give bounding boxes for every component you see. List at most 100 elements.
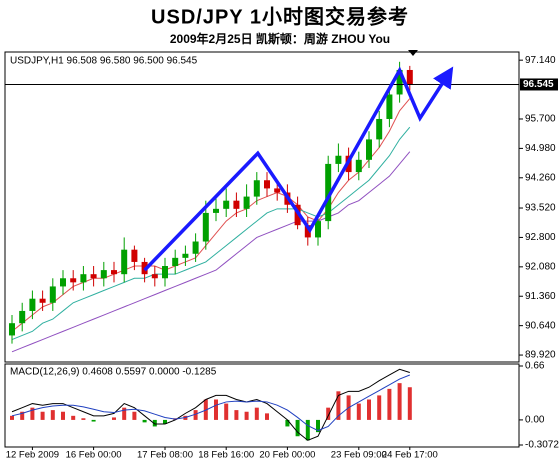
candle-body	[325, 163, 332, 222]
candle-body	[70, 278, 77, 283]
macd-bar	[40, 411, 45, 420]
candle-body	[315, 221, 321, 238]
chart-title: USD/JPY 1小时图交易参考	[151, 4, 409, 28]
y-tick-label: 92.080	[525, 261, 556, 272]
candle-body	[39, 298, 46, 303]
macd-bar	[367, 399, 371, 420]
candle-body	[304, 225, 311, 238]
moving-average	[11, 151, 411, 353]
macd-bar	[326, 407, 331, 420]
macd-bar	[214, 399, 218, 420]
y-tick-label: -0.3072	[525, 440, 559, 451]
macd-bar	[234, 410, 239, 420]
candle-body	[9, 323, 15, 336]
y-tick-label: 89.920	[525, 350, 556, 361]
macd-bar	[387, 388, 392, 420]
x-tick-label: 24 Feb 17:00	[382, 450, 438, 461]
last-price-label: 96.545	[523, 79, 554, 90]
macd-bar	[356, 403, 361, 420]
macd-bar	[224, 403, 229, 420]
y-tick-label: 94.260	[525, 172, 556, 183]
y-tick-label: 93.520	[525, 203, 556, 214]
macd-bar	[10, 415, 14, 420]
candle-body	[386, 94, 393, 119]
candle-body	[202, 212, 209, 242]
y-tick-label: 0.66	[525, 361, 545, 372]
candle-body	[192, 241, 199, 254]
candle-body	[131, 249, 138, 262]
trend-arrow	[143, 66, 454, 272]
y-tick-label: 95.700	[525, 114, 556, 125]
x-tick-label: 18 Feb 16:00	[198, 450, 254, 461]
macd-bar	[50, 410, 55, 420]
candle-body	[111, 270, 117, 275]
macd-bar	[81, 418, 86, 420]
y-tick-label: 91.360	[525, 291, 556, 302]
last-price-box	[520, 78, 558, 91]
y-tick-label: 92.800	[525, 232, 556, 243]
macd-bar	[316, 419, 320, 433]
x-tick-label: 17 Feb 08:00	[137, 450, 193, 461]
candle-body	[162, 266, 168, 279]
macd-bar	[61, 411, 65, 420]
candle-body	[396, 69, 403, 95]
candle-body	[376, 118, 383, 140]
candle-body	[151, 274, 158, 279]
candle-body	[223, 200, 230, 209]
macd-bar	[244, 411, 249, 420]
candle-body	[274, 188, 281, 193]
candle-body	[80, 274, 87, 283]
candle-body	[406, 69, 413, 85]
candle-body	[172, 257, 179, 267]
moving-average	[11, 98, 411, 332]
macd-bar	[30, 407, 35, 420]
candle-body	[100, 270, 107, 279]
macd-bar	[193, 410, 198, 420]
macd-bar	[285, 419, 290, 427]
candle-body	[335, 155, 342, 164]
x-tick-label: 20 Feb 00:00	[259, 450, 315, 461]
x-tick-label: 23 Feb 09:00	[331, 450, 387, 461]
y-tick-label: 0.00	[525, 415, 545, 426]
candle-body	[213, 208, 219, 213]
macd-bar	[132, 411, 137, 420]
candle-body	[29, 298, 36, 311]
candle-body	[90, 274, 97, 279]
macd-bar	[142, 419, 147, 423]
candle-body	[253, 180, 260, 197]
macd-bar	[152, 419, 157, 427]
macd-bar	[112, 417, 116, 420]
y-tick-label: 94.980	[525, 143, 556, 154]
y-tick-label: 90.640	[525, 320, 556, 331]
chart-subtitle: 2009年2月25日 凯斯顿：周游 ZHOU You	[170, 31, 390, 46]
x-tick-label: 16 Feb 00:00	[66, 450, 122, 461]
macd-bar	[163, 419, 167, 424]
macd-bar	[91, 419, 96, 422]
candle-body	[121, 249, 128, 275]
candle-body	[233, 200, 240, 209]
candle-body	[243, 196, 250, 209]
candle-body	[60, 278, 66, 287]
macd-bar	[295, 419, 300, 437]
shift-marker	[408, 50, 418, 56]
candle-body	[49, 286, 56, 303]
macd-bar	[407, 387, 412, 420]
macd-bar	[122, 407, 127, 420]
candle-body	[355, 159, 362, 173]
macd-bar	[397, 383, 402, 420]
macd-bar	[305, 419, 310, 441]
macd-line	[11, 368, 410, 441]
price-header: USDJPY,H1 96.508 96.580 96.500 96.545	[10, 56, 198, 67]
macd-bar	[71, 415, 76, 420]
macd-line	[11, 374, 410, 432]
candle-body	[264, 180, 270, 189]
candle-body	[182, 253, 189, 258]
moving-average	[11, 126, 411, 341]
macd-bar	[377, 395, 382, 420]
macd-panel	[4, 363, 520, 448]
candle-body	[366, 139, 372, 160]
macd-bar	[20, 411, 25, 420]
macd-header: MACD(12,26,9) 0.4608 0.5597 0.0000 -0.12…	[10, 367, 217, 378]
candle-body	[19, 310, 26, 324]
